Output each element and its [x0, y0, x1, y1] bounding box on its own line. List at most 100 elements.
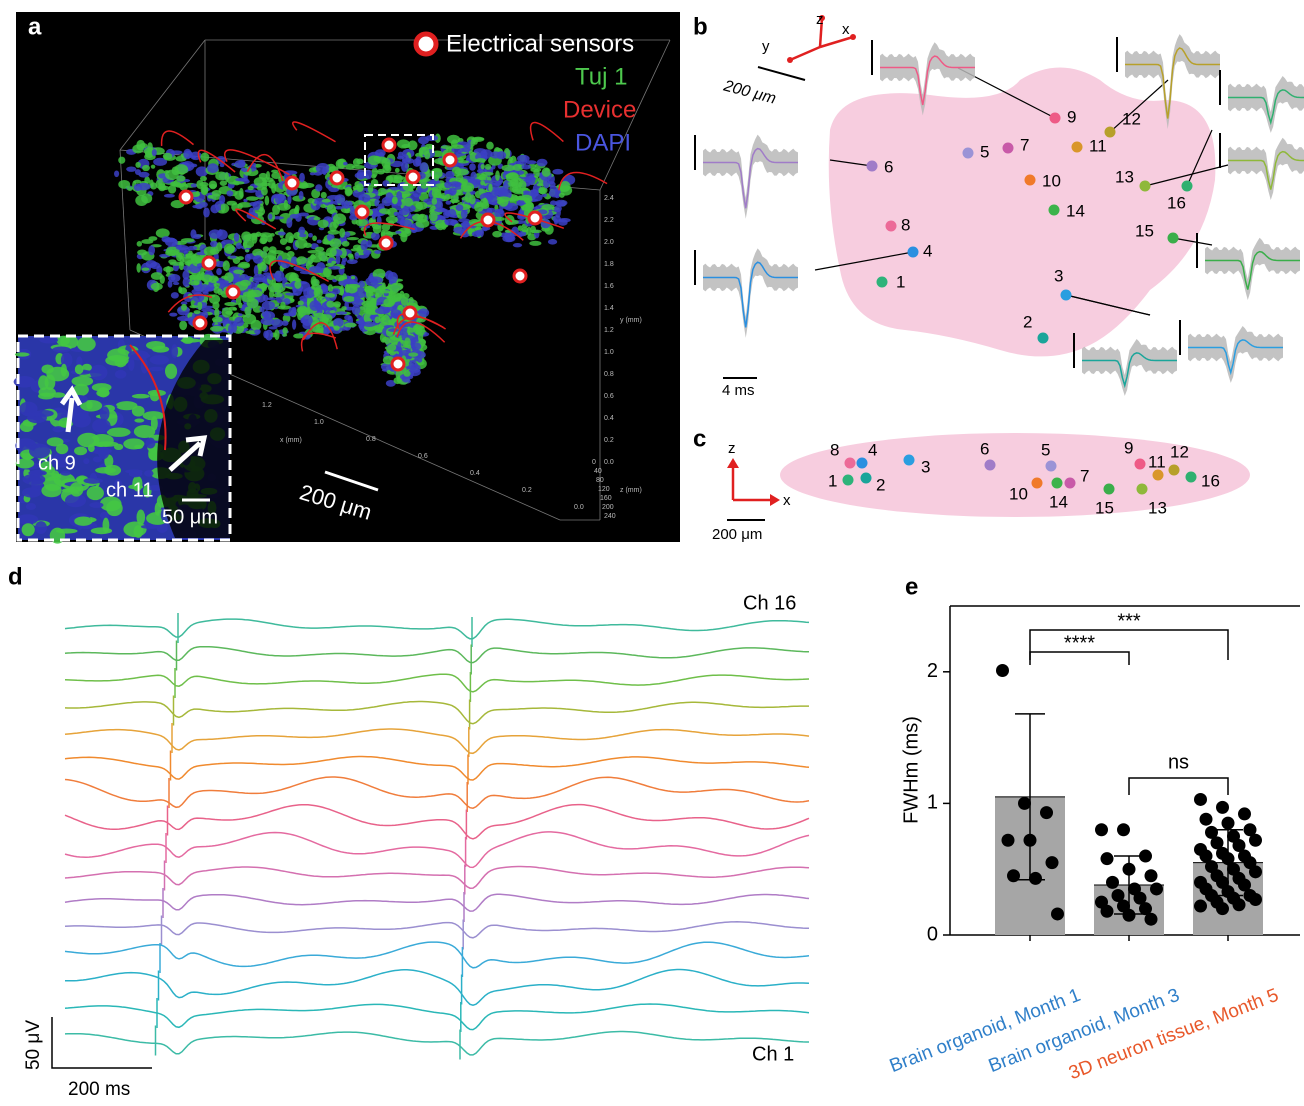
tissue-blob — [226, 190, 233, 196]
tissue-blob — [171, 292, 179, 299]
sensor-marker — [203, 257, 215, 269]
electrode-label: 2 — [1023, 312, 1032, 331]
inset-blob — [22, 487, 41, 497]
arrow-head — [850, 34, 856, 40]
tissue-blob — [189, 281, 200, 285]
electrode-label: 11 — [1148, 452, 1166, 471]
tissue-blob — [147, 142, 153, 151]
axis-tick-label: 0.6 — [418, 453, 428, 460]
tissue-blob — [481, 172, 493, 176]
sensor-marker — [404, 307, 416, 319]
tissue-blob — [517, 155, 530, 162]
tissue-blob — [315, 184, 322, 191]
tissue-blob — [308, 198, 315, 203]
tissue-blob — [220, 164, 225, 167]
inset-blob — [89, 502, 103, 508]
data-point — [1145, 913, 1158, 926]
tissue-blob — [190, 164, 197, 168]
tissue-blob — [242, 168, 247, 172]
tissue-blob — [292, 319, 296, 329]
tissue-blob — [314, 287, 323, 297]
tissue-blob — [355, 252, 360, 259]
tissue-blob — [555, 200, 567, 206]
inset-blob — [128, 358, 134, 371]
inset-blob — [146, 438, 156, 449]
tissue-blob — [441, 195, 447, 199]
electrode — [1169, 465, 1180, 476]
data-point — [1249, 834, 1262, 847]
electrode-label: 7 — [1020, 135, 1029, 154]
tissue-blob — [345, 187, 353, 197]
tissue-blob — [492, 231, 502, 238]
tissue-blob — [344, 315, 351, 321]
axis-tick-label: 0 — [592, 459, 596, 466]
significance-label: *** — [1117, 610, 1141, 632]
tissue-blob — [408, 140, 418, 150]
tissue-blob — [345, 284, 350, 293]
inset-blob — [98, 447, 109, 459]
axis-arrow — [790, 47, 820, 60]
inset-blob — [77, 433, 99, 448]
tissue-blob — [163, 153, 172, 160]
tissue-blob — [308, 233, 313, 238]
axis-tick-label: 0.2 — [604, 437, 614, 444]
tissue-blob — [554, 219, 558, 225]
data-point — [1051, 907, 1064, 920]
tissue-blob — [234, 233, 240, 242]
significance-label: ns — [1168, 751, 1189, 773]
tissue-blob — [314, 172, 322, 176]
tissue-blob — [148, 236, 157, 241]
tissue-blob — [371, 174, 376, 179]
inset-blob — [123, 438, 144, 449]
legend-label: Tuj 1 — [575, 63, 627, 90]
tissue-blob — [151, 272, 163, 280]
electrode — [877, 277, 888, 288]
tissue-blob — [341, 306, 347, 310]
tissue-blob — [212, 190, 222, 196]
data-point — [1029, 872, 1042, 885]
tissue-blob — [498, 187, 506, 195]
tissue-blob — [548, 239, 557, 245]
electrode — [1105, 127, 1116, 138]
axis-tick-label: 2.4 — [604, 195, 614, 202]
inset-blob — [87, 486, 104, 500]
tissue-blob — [513, 178, 522, 182]
tissue-blob — [294, 280, 301, 289]
figure: 2.42.22.01.81.61.41.21.00.80.60.40.20.0y… — [0, 0, 1304, 1106]
tissue-blob — [296, 256, 307, 264]
tissue-blob — [269, 246, 277, 253]
tissue-blob — [529, 241, 541, 246]
tissue-blob — [475, 158, 486, 163]
sensor-marker — [194, 317, 206, 329]
tissue-blob — [135, 162, 141, 168]
data-point — [1238, 807, 1251, 820]
inset-blob — [38, 387, 55, 397]
tissue-blob — [424, 151, 430, 160]
tissue-blob — [214, 308, 219, 318]
tissue-blob — [530, 168, 541, 172]
inset-blob — [44, 477, 62, 492]
tissue-blob — [298, 227, 305, 235]
tissue-blob — [485, 164, 491, 170]
trace — [65, 1004, 809, 1030]
tissue-blob — [351, 248, 362, 251]
tissue-blob — [142, 165, 150, 171]
sensor-marker — [380, 237, 392, 249]
electrode — [1061, 290, 1072, 301]
electrode-label: 14 — [1049, 492, 1068, 511]
inset-blob — [104, 465, 121, 476]
inset-label: ch 11 — [106, 479, 153, 501]
tissue-blob — [127, 186, 133, 191]
tissue-blob — [201, 274, 212, 282]
axis-tick-label: 2.0 — [604, 239, 614, 246]
legend-marker — [416, 34, 436, 54]
tissue-blob — [199, 202, 208, 208]
trace — [65, 832, 809, 868]
tissue-blob — [219, 195, 225, 204]
axis-tick-label: 2.2 — [604, 217, 614, 224]
tissue-blob — [382, 282, 386, 291]
y-tick-label: 2 — [927, 660, 938, 682]
waveform-band — [703, 248, 798, 337]
tissue-blob — [542, 167, 551, 177]
channel-label: Ch 1 — [752, 1043, 794, 1065]
